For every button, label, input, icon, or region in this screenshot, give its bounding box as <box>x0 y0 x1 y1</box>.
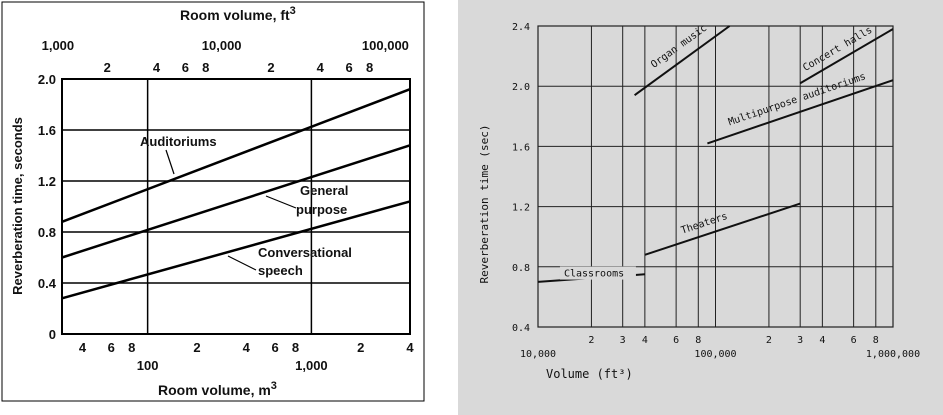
left-y-tick-label: 0.4 <box>38 276 57 291</box>
left-series-line-conversational-speech <box>61 200 411 300</box>
left-top-axis-title: Room volume, ft3 <box>180 5 296 23</box>
right-x-tick-label: 8 <box>695 335 701 346</box>
left-top-tick-label: 4 <box>153 60 161 75</box>
right-y-tick-label: 1.6 <box>512 142 530 153</box>
right-y-tick-label: 2.0 <box>512 82 530 93</box>
left-bottom-tick-label: 4 <box>243 340 251 355</box>
series-label-concert-halls: Concert halls <box>801 25 874 74</box>
left-series <box>61 88 411 300</box>
series-label-classrooms: Classrooms <box>564 269 624 280</box>
right-x-tick-label: 2 <box>588 335 594 346</box>
left-bottom-tick-label: 4 <box>406 340 414 355</box>
right-x-tick-label: 3 <box>797 335 803 346</box>
left-y-tick-label: 1.6 <box>38 123 56 138</box>
left-bottom-tick-label: 6 <box>108 340 115 355</box>
annotation-auditoriums: Auditoriums <box>140 134 217 149</box>
right-panel-background <box>458 0 943 415</box>
right-y-axis-title: Reverberation time (sec) <box>478 125 491 284</box>
left-bottom-tick-label: 8 <box>128 340 135 355</box>
right-x-tick-label: 6 <box>851 335 857 346</box>
right-series-line-concert-halls <box>799 28 894 85</box>
right-x-tick-label: 4 <box>642 335 648 346</box>
right-y-tick-label: 2.4 <box>512 22 530 33</box>
left-top-tick-label: 10,000 <box>202 38 242 53</box>
left-y-tick-label: 2.0 <box>38 72 56 87</box>
left-top-tick-label: 100,000 <box>362 38 409 53</box>
left-bottom-tick-label: 1,000 <box>295 358 328 373</box>
right-y-tick-label: 0.4 <box>512 323 530 334</box>
classrooms-label-bg <box>559 266 636 280</box>
left-series-line-general-purpose <box>61 144 411 259</box>
left-bottom-tick-label: 4 <box>79 340 87 355</box>
left-top-tick-label: 4 <box>317 60 325 75</box>
right-plot-frame <box>537 25 894 328</box>
leader-conversational <box>227 255 257 271</box>
annotation-conversational-1: Conversational <box>258 245 352 260</box>
right-x-tick-label: 100,000 <box>694 349 736 360</box>
right-x-axis-title: Volume (ft³) <box>546 367 633 381</box>
right-x-tick-label: 10,000 <box>520 349 556 360</box>
right-y-tick-label: 0.8 <box>512 263 530 274</box>
right-series-line-organ-music <box>634 25 731 97</box>
left-bottom-tick-label: 100 <box>137 358 159 373</box>
left-bottom-tick-label: 8 <box>292 340 299 355</box>
leader-auditoriums <box>165 149 175 175</box>
left-bottom-tick-label: 2 <box>357 340 364 355</box>
leader-general <box>265 195 297 209</box>
right-x-tick-label: 1,000,000 <box>866 349 920 360</box>
right-x-tick-label: 8 <box>873 335 879 346</box>
left-plot-frame <box>61 78 411 335</box>
right-x-tick-label: 4 <box>819 335 825 346</box>
left-y-tick-label: 1.2 <box>38 174 56 189</box>
left-top-tick-label: 8 <box>366 60 373 75</box>
left-grid <box>62 78 410 335</box>
right-y-tick-label: 1.2 <box>512 203 530 214</box>
annotation-general-1: General <box>300 183 348 198</box>
left-top-tick-label: 2 <box>267 60 274 75</box>
left-bottom-tick-label: 2 <box>193 340 200 355</box>
left-top-tick-label: 1,000 <box>42 38 75 53</box>
left-top-tick-label: 6 <box>345 60 352 75</box>
left-top-tick-label: 6 <box>182 60 189 75</box>
right-ticks: 0.4 0.8 1.2 1.6 2.0 2.4 10,000 2 3 4 6 8 100,000 2 3 4 6… <box>512 22 920 360</box>
left-bottom-tick-label: 6 <box>271 340 278 355</box>
right-chart: 0.4 0.8 1.2 1.6 2.0 2.4 10,000 2 3 4 6 8 100,000 2 3 4 6… <box>478 22 920 381</box>
right-x-tick-label: 2 <box>766 335 772 346</box>
right-series-line-multipurpose-auditoriums <box>707 79 894 145</box>
right-grid <box>537 25 894 328</box>
series-label-theaters: Theaters <box>680 211 729 236</box>
left-top-tick-label: 2 <box>104 60 111 75</box>
annotation-conversational-2: speech <box>258 263 303 278</box>
left-chart-border <box>1 1 425 402</box>
right-x-tick-label: 6 <box>673 335 679 346</box>
right-x-tick-label: 3 <box>620 335 626 346</box>
left-y-tick-label: 0.8 <box>38 225 56 240</box>
right-series-line-theaters <box>644 202 801 256</box>
left-y-tick-label: 0 <box>49 327 56 342</box>
left-y-axis-title: Reverberation time, seconds <box>10 117 25 295</box>
series-label-multipurpose-auditoriums: Multipurpose auditoriums <box>727 71 867 128</box>
left-top-tick-label: 8 <box>202 60 209 75</box>
left-bottom-axis-title: Room volume, m3 <box>158 380 277 398</box>
annotation-general-2: purpose <box>296 202 347 217</box>
left-series-line-auditoriums <box>61 88 411 223</box>
